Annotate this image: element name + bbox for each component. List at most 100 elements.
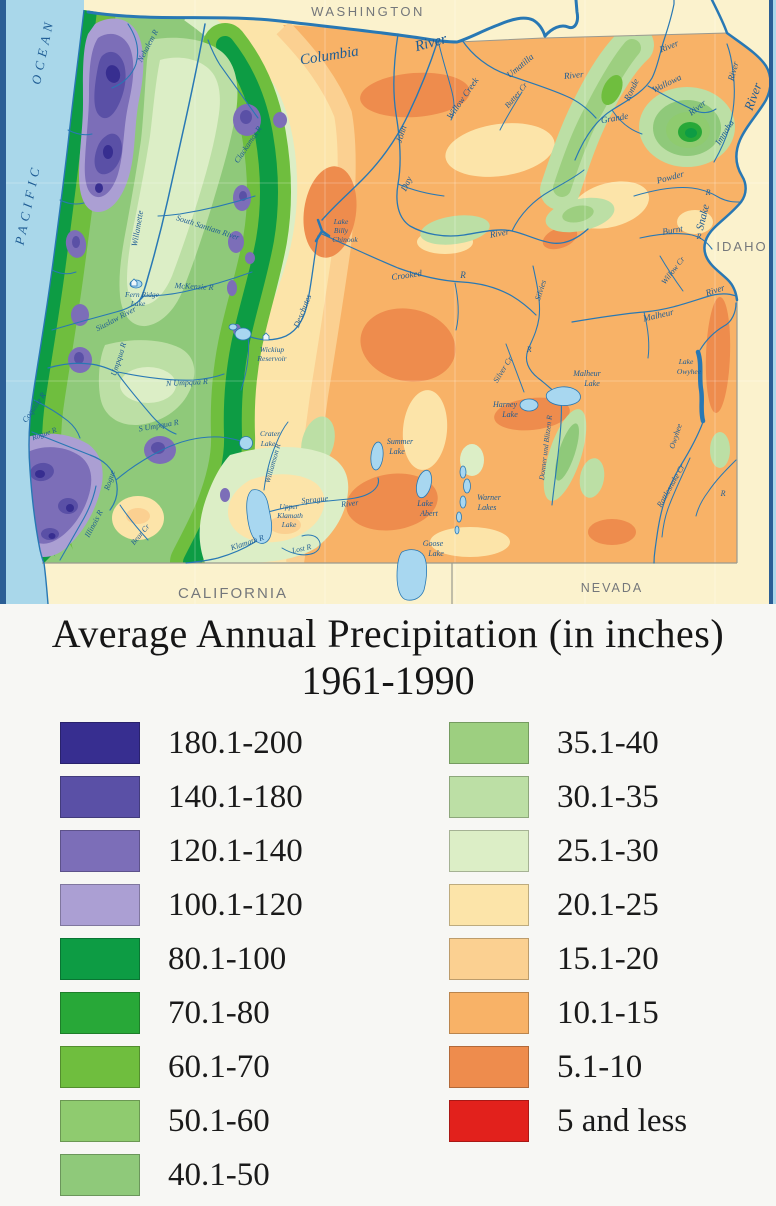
legend-range-label: 40.1-50 [168,1156,270,1193]
map-label-fern-ridge-7: Fern Ridge [124,290,160,299]
river-john-day [393,33,589,244]
map-label-klamath-23: Klamath [276,511,303,520]
legend-column-right: 35.1-40 30.1-35 25.1-30 20.1-25 15.1-20 … [449,716,776,1148]
legend-item: 30.1-35 [449,770,776,824]
map-label-lakes-77: Lakes [477,503,497,512]
map-label-burnt-54: Burnt [662,223,684,236]
legend-column-left: 180.1-200 140.1-180 120.1-140 100.1-120 … [60,716,390,1202]
legend-range-label: 80.1-100 [168,940,287,977]
map-label-lake-27: Lake [260,439,276,448]
river-columbia [86,10,547,44]
river-coquille [33,399,81,439]
river-crooked [321,233,537,316]
map-label-lake-24: Lake [281,520,297,529]
map-label-california-2: CALIFORNIA [178,585,288,602]
lake-billy-chinook-body [314,218,331,243]
legend-swatch [449,992,529,1034]
legend-swatch [60,884,140,926]
map-label-r-53: R [705,188,711,197]
legend-item: 10.1-15 [449,986,776,1040]
legend-swatch [60,1154,140,1196]
legend-swatch [60,830,140,872]
legend-range-label: 100.1-120 [168,886,303,923]
map-label-lake-31: Lake [333,217,349,226]
legend-panel: Average Annual Precipitation (in inches)… [0,604,776,1206]
legend-item: 5 and less [449,1094,776,1148]
legend-range-label: 20.1-25 [557,886,659,923]
river-illinois [59,485,97,561]
map-title-years: 1961-1990 [301,658,475,703]
state-labels: WASHINGTON IDAHO CALIFORNIA NEVADA [178,4,767,602]
river-nehalem [111,23,139,89]
legend-swatch [449,776,529,818]
map-label-warner-76: Warner [477,493,502,502]
map-title: Average Annual Precipitation (in inches) [51,611,725,656]
legend-item: 140.1-180 [60,770,390,824]
river-john-day-trib [397,183,445,197]
legend-range-label: 15.1-20 [557,940,659,977]
river-clackamas [207,39,259,119]
structure-icon [262,332,270,341]
map-label-goose-78: Goose [423,539,444,548]
warner-lake-3 [459,495,467,509]
legend-range-label: 180.1-200 [168,724,303,761]
river-owyhee-north [699,302,737,351]
river-rattlesnake-creek [661,457,691,538]
legend-swatch [60,722,140,764]
river-s-umpqua [117,373,177,435]
map-label-idaho-1: IDAHO [716,239,767,254]
wickiup-reservoir [234,327,252,341]
map-label-lake-73: Lake [388,447,405,456]
crater-lake [239,436,253,450]
map-label-malheur-69: Malheur [572,369,601,378]
map-frame [0,0,776,604]
river-rogue [31,431,118,511]
legend-item: 40.1-50 [60,1148,390,1202]
map-label-lake-74: Lake [416,499,433,508]
river-klamath [185,539,259,564]
map-label-lake-79: Lake [427,549,444,558]
map-label-upper-22: Upper [279,502,298,511]
map-label-summer-72: Summer [387,437,414,446]
legend-item: 70.1-80 [60,986,390,1040]
legend-item: 100.1-120 [60,878,390,932]
map-label-r-55: R [696,232,702,241]
legend-range-label: 5.1-10 [557,1048,643,1085]
river-snake [703,0,772,302]
river-powder [633,186,741,203]
legend-swatch [449,1046,529,1088]
legend-range-label: 50.1-60 [168,1102,270,1139]
map-label-owyhee-60: Owyhee [677,367,702,376]
precipitation-map: OCEAN PACIFIC WASHINGTON IDAHO CALIFORNIA NE… [0,0,776,605]
map-label-billy-32: Billy [334,226,349,235]
river-willow-creek-ne [659,255,684,292]
goose-lake [396,549,428,601]
legend-swatch [60,1100,140,1142]
structure-icons [130,278,270,341]
river-john-day-north-fork [511,169,585,232]
river-crooked-branch [454,282,459,331]
legend-item: 60.1-70 [60,1040,390,1094]
map-label-abert-75: Abert [419,509,439,518]
legend-swatch [449,1100,529,1142]
river-butter-creek [499,91,523,131]
legend-range-label: 120.1-140 [168,832,303,869]
map-label-r-35: R [459,270,466,280]
river-bear-creek [119,504,149,541]
river-coastal-2 [59,199,85,205]
legend-item: 35.1-40 [449,716,776,770]
legend-swatch [60,938,140,980]
malheur-lake [545,386,581,406]
river-willow-creek-north [437,39,455,121]
river-sprague [267,477,380,513]
legend-range-label: 25.1-30 [557,832,659,869]
pacific-ocean [6,0,84,604]
legend-item: 15.1-20 [449,932,776,986]
warner-lake-4 [456,511,462,523]
legend-swatch [60,776,140,818]
map-label-n-umpqua-r-11: N Umpqua R [165,377,208,388]
river-malheur [571,293,737,323]
wickiup-reservoir-arm [228,323,238,331]
river-deschutes-north [321,39,439,221]
